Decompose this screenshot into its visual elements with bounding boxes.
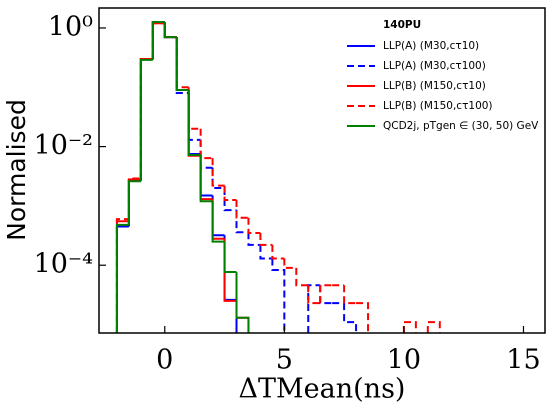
legend-label: LLP(B) (M150,cτ10) [383, 80, 486, 92]
histogram-step [271, 258, 286, 333]
x-tick-label: 5 [276, 345, 293, 376]
legend-label: QCD2j, pTgen ∈ (30, 50) GeV [383, 120, 539, 132]
y-tick-label: 10⁻² [34, 130, 93, 161]
y-axis-label: Normalised [2, 99, 31, 241]
histogram-step [235, 271, 250, 333]
histogram-step [151, 21, 165, 60]
histogram-step [211, 201, 225, 243]
histogram-step [139, 58, 153, 182]
histogram-step [223, 185, 237, 201]
histogram-step [343, 303, 358, 333]
histogram-step [235, 199, 249, 219]
histogram-step [199, 155, 213, 203]
histogram-step [211, 158, 225, 187]
histogram-step [199, 128, 213, 160]
histogram-step [223, 188, 237, 212]
histogram-step [175, 37, 189, 91]
histogram-step [187, 89, 201, 157]
histogram-step [295, 267, 309, 287]
histogram-step [259, 244, 273, 260]
histogram-step [271, 244, 285, 260]
plot-frame [98, 7, 546, 334]
histogram-step [115, 223, 129, 333]
histogram-step [247, 217, 261, 234]
x-tick-label: 15 [506, 345, 540, 376]
x-tick-label: 0 [156, 345, 173, 376]
histogram-step [356, 302, 370, 333]
histogram-step [235, 210, 249, 234]
histogram-step [247, 232, 261, 246]
histogram-step [307, 284, 321, 333]
histogram-step [283, 258, 297, 269]
histogram-step [223, 241, 237, 273]
histogram-step [259, 232, 273, 246]
histogram-step [127, 180, 141, 225]
histogram-step [426, 321, 441, 333]
histogram-step [319, 284, 333, 304]
histogram-step [163, 22, 177, 39]
y-tick-label: 10⁰ [48, 11, 93, 42]
legend-label: LLP(A) (M30,cτ10) [383, 40, 479, 52]
x-tick-label: 10 [387, 345, 421, 376]
histogram-step [307, 285, 321, 305]
legend-label: LLP(B) (M150,cτ100) [383, 100, 493, 112]
histogram-step [343, 285, 357, 305]
legend-title: 140PU [383, 19, 421, 31]
legend-label: LLP(A) (M30,cτ100) [383, 60, 486, 72]
x-axis-label: ΔTMean(ns) [239, 374, 406, 405]
y-tick-label: 10⁻⁴ [34, 249, 93, 280]
histogram-step [175, 37, 189, 95]
